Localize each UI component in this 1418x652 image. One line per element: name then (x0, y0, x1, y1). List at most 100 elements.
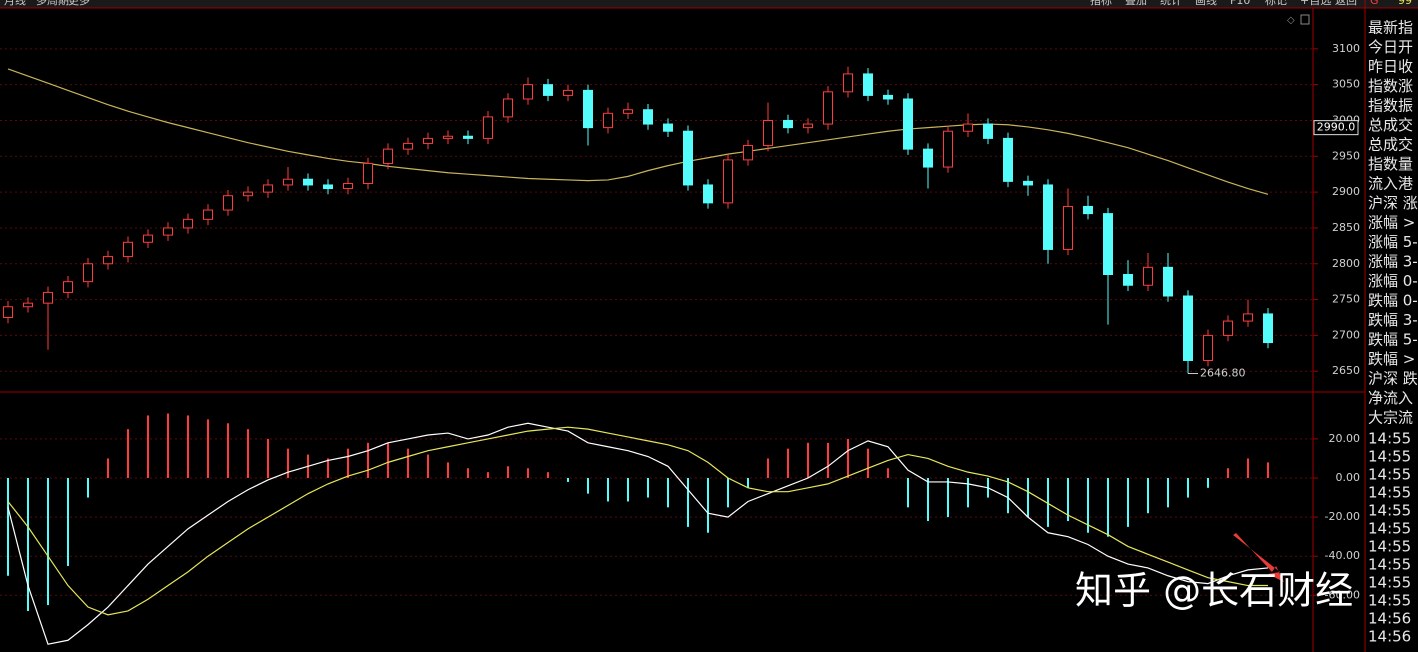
side-time: 14:55 (1368, 448, 1411, 466)
candle-body (23, 302, 33, 308)
side-label: 总成交 (1368, 136, 1413, 154)
candle-body (1243, 313, 1253, 322)
side-time: 14:55 (1368, 574, 1411, 592)
toolbar-count: 99 (1398, 0, 1412, 7)
candle-body (1183, 295, 1193, 361)
candle-body (323, 184, 333, 190)
side-time: 14:55 (1368, 502, 1411, 520)
side-time: 14:55 (1368, 592, 1411, 610)
price-marker-box (1313, 120, 1359, 136)
side-label: 跌幅 0- (1368, 292, 1418, 310)
side-label: 涨幅 5- (1368, 233, 1418, 251)
candle-body (923, 148, 933, 168)
candle-body (1203, 334, 1213, 361)
candle-body (583, 89, 593, 129)
y-tick-label: 20.00 (1329, 432, 1361, 445)
candle-body (83, 263, 93, 283)
y-tick-label: 2750 (1332, 293, 1360, 306)
candle-body (1163, 266, 1173, 297)
side-time: 14:55 (1368, 484, 1411, 502)
candle-body (1103, 213, 1113, 276)
side-time: 14:55 (1368, 466, 1411, 484)
candle-body (763, 119, 773, 147)
candle-body (463, 135, 473, 139)
price-marker: 2990.0 (1317, 121, 1356, 134)
annotation: 2646.80 (1200, 367, 1246, 380)
candle-body (263, 184, 273, 193)
side-label: 跌幅 5- (1368, 331, 1418, 349)
candle-body (803, 123, 813, 129)
y-tick-label: 2950 (1332, 149, 1360, 162)
candle-body (1023, 180, 1033, 186)
side-time: 14:56 (1368, 610, 1411, 628)
side-time: 14:55 (1368, 520, 1411, 538)
candle-body (823, 91, 833, 125)
candle-body (623, 109, 633, 114)
side-label: 总成交 (1368, 116, 1413, 134)
candle-body (503, 98, 513, 118)
candle-body (143, 234, 153, 243)
candle-body (563, 89, 573, 96)
toolbar-item: 叠加 (1125, 0, 1147, 7)
candle-body (303, 178, 313, 186)
toolbar-item: 画线 (1195, 0, 1217, 7)
candle-body (283, 178, 293, 186)
side-label: 指数涨 (1368, 77, 1413, 95)
icon: ◇ (1287, 15, 1295, 26)
macd-line (7, 426, 1268, 616)
toolbar-item: 更多 (68, 0, 90, 7)
side-label: 大宗流 (1368, 409, 1413, 427)
candle-body (3, 306, 13, 318)
watermark: 知乎 @长石财经 (1075, 569, 1353, 613)
candle-body (1063, 205, 1073, 250)
candle-body (343, 183, 353, 190)
candle-body (43, 291, 53, 304)
side-time: 14:55 (1368, 538, 1411, 556)
candle-body (1143, 266, 1153, 286)
candle-body (403, 142, 413, 150)
candle-body (723, 159, 733, 204)
side-label: 指数量 (1368, 155, 1413, 173)
candle-body (243, 191, 253, 197)
toolbar-item: 返回 (1335, 0, 1357, 7)
candle-body (163, 227, 173, 236)
macd-line (7, 422, 1269, 645)
side-time: 14:55 (1368, 430, 1411, 448)
candle-body (783, 119, 793, 129)
candle-body (383, 148, 393, 164)
y-tick-label: 2900 (1332, 185, 1360, 198)
candle-body (1083, 205, 1093, 215)
candle-body (483, 116, 493, 139)
side-label: 昨日收 (1368, 58, 1413, 76)
y-tick-label: 0.00 (1336, 471, 1361, 484)
side-time: 14:55 (1368, 556, 1411, 574)
candle-body (603, 112, 613, 129)
side-label: 最新指 (1368, 19, 1413, 37)
candle-body (103, 256, 113, 265)
y-tick-label: -20.00 (1325, 510, 1360, 523)
candle-body (363, 162, 373, 185)
side-label: 涨幅 > (1368, 214, 1415, 232)
side-label: 指数振 (1368, 97, 1413, 115)
candle-body (1263, 313, 1273, 344)
candle-body (203, 209, 213, 220)
toolbar-item: 多周期 (36, 0, 69, 7)
y-tick-label: 2800 (1332, 257, 1360, 270)
side-label: 跌幅 3- (1368, 311, 1418, 329)
icon (1300, 14, 1310, 25)
side-label: 跌幅 > (1368, 350, 1415, 368)
side-label: 净流入 (1368, 389, 1413, 407)
candle-body (743, 145, 753, 161)
side-label: 涨幅 3- (1368, 253, 1418, 271)
candle-body (683, 130, 693, 186)
ma-line (7, 68, 1269, 195)
candle-body (643, 109, 653, 125)
y-tick-label: 3050 (1332, 78, 1360, 91)
side-time: 14:56 (1368, 628, 1411, 646)
side-label: 今日开 (1368, 38, 1413, 56)
toolbar-item: +自选 (1300, 0, 1331, 7)
candle-body (883, 94, 893, 100)
candle-body (123, 241, 133, 258)
side-label: 沪深 涨 (1368, 194, 1418, 212)
